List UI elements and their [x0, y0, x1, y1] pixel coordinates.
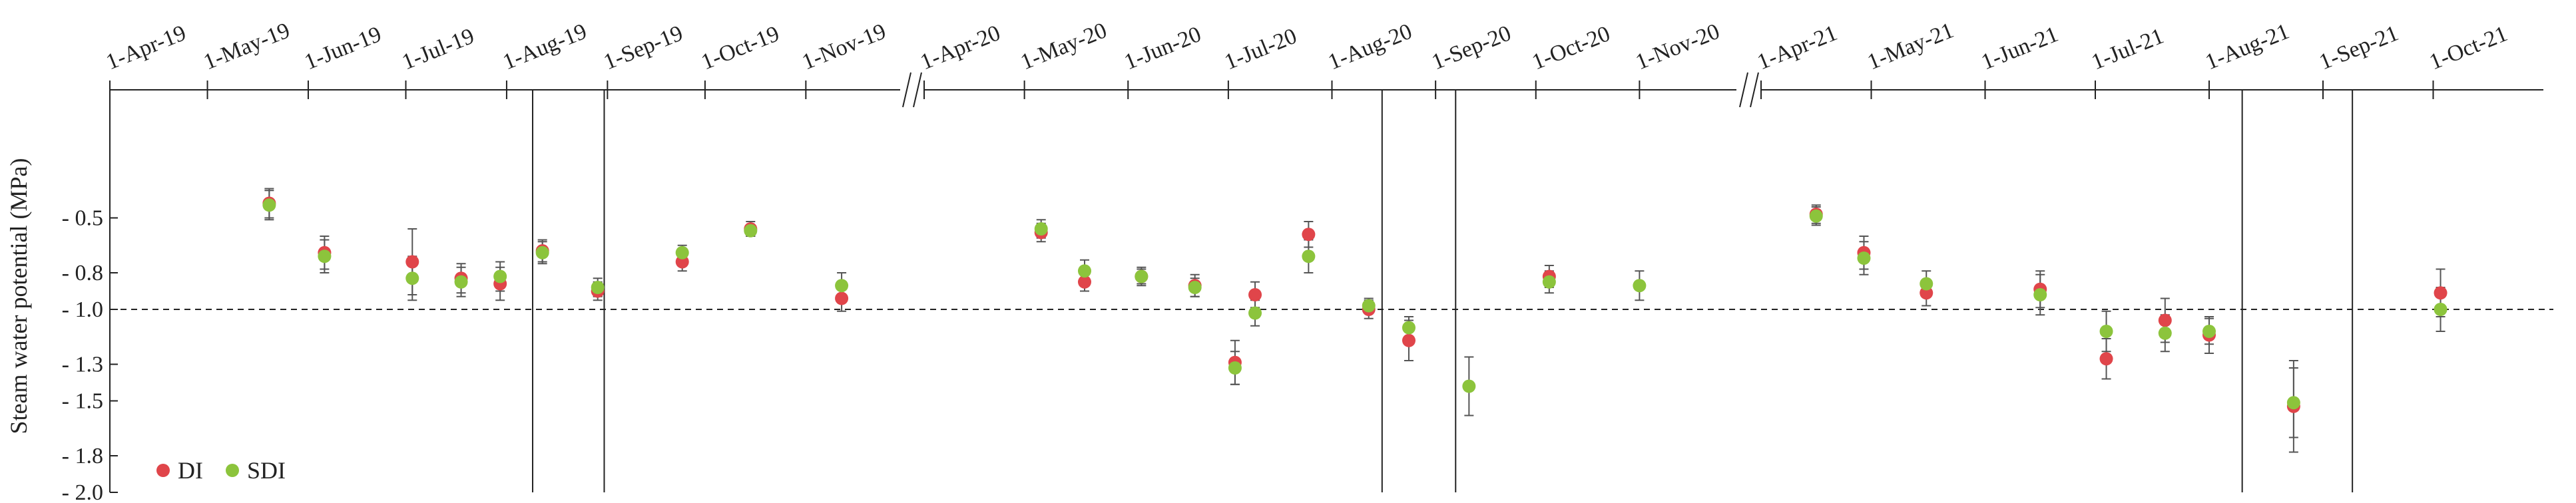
data-point-sdi — [1809, 209, 1823, 223]
x-tick-label: 1-Nov-20 — [1633, 19, 1723, 75]
data-point-di — [1248, 288, 1262, 301]
x-tick-label: 1-Aug-21 — [2202, 19, 2292, 75]
x-tick-label: 1-Apr-21 — [1754, 21, 1841, 75]
axes-layer: - 0.5 - 0.8 - 1.0 - 1.3 - 1.5 - 1.8 - 2.0 Steam… — [5, 18, 2543, 503]
x-tick-label: 1-Jun-20 — [1121, 22, 1204, 75]
data-layer — [262, 188, 2447, 453]
y-tick-label: - 1.0 — [62, 297, 103, 322]
axis-break-mark — [1750, 72, 1759, 108]
legend-swatch-di — [156, 464, 170, 477]
data-point-di — [1402, 333, 1416, 347]
data-point-sdi — [1034, 222, 1048, 236]
data-point-sdi — [1857, 252, 1871, 265]
data-point-sdi — [262, 198, 276, 212]
data-point-sdi — [591, 281, 605, 294]
x-tick-label: 1-May-20 — [1017, 18, 1111, 75]
x-tick-label: 1-Sep-19 — [601, 21, 686, 75]
y-tick-label: - 0.8 — [62, 261, 103, 285]
x-tick-label: 1-May-21 — [1864, 18, 1957, 75]
data-point-sdi — [405, 271, 419, 285]
legend-label-di: DI — [178, 457, 203, 484]
data-point-sdi — [675, 246, 689, 259]
x-tick-label: 1-Nov-19 — [798, 19, 889, 75]
data-point-sdi — [1402, 321, 1416, 335]
x-tick-label: 1-Jul-19 — [399, 24, 478, 75]
data-point-di — [1077, 275, 1091, 289]
data-point-sdi — [1135, 269, 1149, 283]
data-point-sdi — [2158, 326, 2172, 340]
data-point-sdi — [1633, 279, 1647, 293]
data-point-sdi — [1542, 275, 1556, 289]
data-point-sdi — [535, 246, 549, 259]
data-point-di — [1920, 286, 1933, 300]
data-point-sdi — [1188, 281, 1202, 294]
y-axis-title: Steam water potential (MPa) — [5, 158, 32, 434]
data-point-sdi — [2033, 288, 2047, 301]
data-point-sdi — [835, 279, 849, 293]
data-point-di — [835, 291, 849, 305]
x-tick-label: 1-Aug-19 — [499, 19, 590, 75]
data-point-di — [2099, 352, 2113, 366]
x-tick-label: 1-Jun-19 — [301, 22, 385, 75]
data-point-sdi — [2286, 396, 2300, 410]
y-tick-label: - 2.0 — [62, 480, 103, 503]
axis-break-mark — [913, 72, 922, 108]
x-tick-label: 1-Oct-20 — [1529, 21, 1614, 75]
x-tick-label: 1-Oct-19 — [698, 21, 783, 75]
data-point-di — [2158, 313, 2172, 327]
y-tick-label: - 0.5 — [62, 206, 103, 231]
data-point-sdi — [493, 269, 507, 283]
data-point-sdi — [744, 224, 758, 238]
x-tick-label: 1-Sep-21 — [2316, 21, 2402, 75]
x-tick-label: 1-Jul-20 — [1221, 24, 1300, 75]
x-tick-label: 1-Aug-20 — [1325, 19, 1416, 75]
x-tick-label: 1-Jun-21 — [1978, 22, 2062, 75]
axis-break-mark — [902, 72, 911, 108]
y-tick-label: - 1.5 — [62, 389, 103, 414]
data-point-sdi — [2099, 325, 2113, 338]
data-point-sdi — [1920, 277, 1933, 291]
x-tick-label: 1-Jul-21 — [2088, 24, 2167, 75]
data-point-sdi — [1462, 379, 1476, 393]
y-tick-label: - 1.8 — [62, 444, 103, 468]
data-point-sdi — [318, 250, 332, 263]
data-point-sdi — [1077, 264, 1091, 278]
x-tick-label: 1-Sep-20 — [1428, 21, 1514, 75]
data-point-sdi — [1362, 299, 1376, 313]
x-tick-label: 1-Apr-19 — [103, 21, 190, 75]
data-point-sdi — [454, 275, 468, 289]
x-tick-label: 1-Oct-21 — [2426, 21, 2511, 75]
data-point-di — [1302, 228, 1316, 242]
x-tick-label: 1-Apr-20 — [917, 21, 1004, 75]
x-tick-label: 1-May-19 — [200, 18, 294, 75]
data-point-sdi — [2434, 303, 2447, 316]
legend: DI SDI — [156, 457, 286, 484]
data-point-sdi — [1228, 361, 1242, 375]
data-point-di — [405, 255, 419, 269]
data-point-sdi — [2202, 325, 2216, 338]
data-point-sdi — [1302, 250, 1316, 263]
axis-break-mark — [1739, 72, 1748, 108]
legend-label-sdi: SDI — [247, 457, 286, 484]
y-tick-label: - 1.3 — [62, 353, 103, 377]
data-point-di — [2434, 286, 2447, 300]
data-point-sdi — [1248, 306, 1262, 320]
data-point-di — [675, 255, 689, 269]
legend-swatch-sdi — [226, 464, 239, 477]
